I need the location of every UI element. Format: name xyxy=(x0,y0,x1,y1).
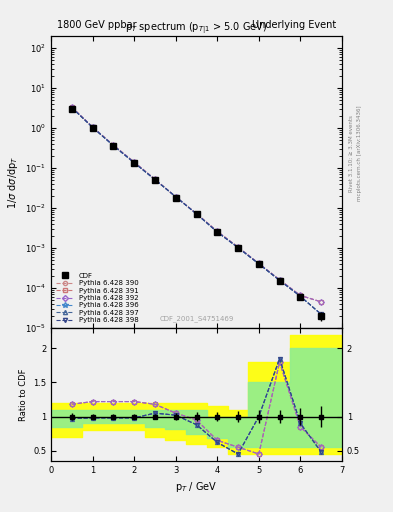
Pythia 6.428 397 xyxy=(277,278,282,284)
Pythia 6.428 391 xyxy=(132,159,136,165)
Pythia 6.428 392 xyxy=(173,194,178,200)
Pythia 6.428 391 xyxy=(70,104,74,110)
Pythia 6.428 390 xyxy=(319,299,323,305)
Pythia 6.428 398 xyxy=(152,177,157,183)
Y-axis label: 1/$\sigma$ d$\sigma$/dp$_T$: 1/$\sigma$ d$\sigma$/dp$_T$ xyxy=(6,155,20,209)
Pythia 6.428 390 xyxy=(236,244,241,250)
Pythia 6.428 396 xyxy=(111,143,116,149)
Pythia 6.428 391 xyxy=(90,124,95,130)
Pythia 6.428 397 xyxy=(236,245,241,251)
Pythia 6.428 397 xyxy=(70,104,74,111)
Pythia 6.428 390 xyxy=(277,277,282,283)
Pythia 6.428 397 xyxy=(111,143,116,149)
Pythia 6.428 392 xyxy=(319,299,323,305)
Pythia 6.428 396 xyxy=(132,160,136,166)
Pythia 6.428 398 xyxy=(215,229,220,235)
Pythia 6.428 397 xyxy=(215,229,220,235)
Line: Pythia 6.428 398: Pythia 6.428 398 xyxy=(70,105,323,316)
Pythia 6.428 398 xyxy=(173,194,178,200)
Pythia 6.428 390 xyxy=(111,142,116,148)
Legend: CDF, Pythia 6.428 390, Pythia 6.428 391, Pythia 6.428 392, Pythia 6.428 396, Pyt: CDF, Pythia 6.428 390, Pythia 6.428 391,… xyxy=(53,270,141,326)
Pythia 6.428 397 xyxy=(257,261,261,267)
Title: p$_T$ spectrum (p$_{T|1}$ > 5.0 GeV): p$_T$ spectrum (p$_{T|1}$ > 5.0 GeV) xyxy=(125,20,268,36)
Pythia 6.428 396 xyxy=(257,261,261,267)
Pythia 6.428 396 xyxy=(90,124,95,131)
Pythia 6.428 390 xyxy=(298,292,303,298)
Pythia 6.428 390 xyxy=(173,194,178,200)
Pythia 6.428 390 xyxy=(90,124,95,130)
Line: Pythia 6.428 397: Pythia 6.428 397 xyxy=(70,105,323,316)
Pythia 6.428 390 xyxy=(152,176,157,182)
Pythia 6.428 396 xyxy=(319,311,323,317)
Pythia 6.428 397 xyxy=(152,177,157,183)
Line: Pythia 6.428 396: Pythia 6.428 396 xyxy=(70,105,323,316)
Line: Pythia 6.428 392: Pythia 6.428 392 xyxy=(70,105,323,304)
Pythia 6.428 391 xyxy=(194,210,199,217)
Pythia 6.428 392 xyxy=(132,159,136,165)
Pythia 6.428 398 xyxy=(277,278,282,284)
Pythia 6.428 396 xyxy=(298,293,303,300)
Pythia 6.428 398 xyxy=(70,104,74,111)
Y-axis label: Ratio to CDF: Ratio to CDF xyxy=(18,368,28,421)
Pythia 6.428 398 xyxy=(257,261,261,267)
Pythia 6.428 398 xyxy=(319,311,323,317)
Pythia 6.428 397 xyxy=(319,311,323,317)
Line: Pythia 6.428 391: Pythia 6.428 391 xyxy=(70,105,323,304)
Pythia 6.428 390 xyxy=(194,210,199,217)
Text: Underlying Event: Underlying Event xyxy=(252,20,336,30)
Pythia 6.428 392 xyxy=(152,176,157,182)
Pythia 6.428 397 xyxy=(90,124,95,131)
Pythia 6.428 392 xyxy=(277,277,282,283)
Pythia 6.428 398 xyxy=(298,293,303,300)
Pythia 6.428 392 xyxy=(257,261,261,267)
Pythia 6.428 392 xyxy=(236,244,241,250)
Pythia 6.428 392 xyxy=(194,210,199,217)
Pythia 6.428 390 xyxy=(257,261,261,267)
Pythia 6.428 397 xyxy=(173,194,178,200)
Pythia 6.428 391 xyxy=(319,299,323,305)
Pythia 6.428 391 xyxy=(173,194,178,200)
Pythia 6.428 396 xyxy=(173,194,178,200)
Text: 1800 GeV ppbar: 1800 GeV ppbar xyxy=(57,20,136,30)
Pythia 6.428 391 xyxy=(215,228,220,234)
Pythia 6.428 398 xyxy=(236,245,241,251)
Pythia 6.428 396 xyxy=(70,104,74,111)
Pythia 6.428 392 xyxy=(111,142,116,148)
Pythia 6.428 390 xyxy=(70,104,74,110)
Pythia 6.428 391 xyxy=(111,142,116,148)
Pythia 6.428 392 xyxy=(90,124,95,130)
Pythia 6.428 396 xyxy=(194,211,199,217)
Pythia 6.428 391 xyxy=(277,277,282,283)
Line: Pythia 6.428 390: Pythia 6.428 390 xyxy=(70,105,323,304)
X-axis label: p$_T$ / GeV: p$_T$ / GeV xyxy=(175,480,218,494)
Pythia 6.428 396 xyxy=(152,177,157,183)
Pythia 6.428 392 xyxy=(70,104,74,110)
Pythia 6.428 398 xyxy=(194,211,199,217)
Pythia 6.428 392 xyxy=(215,228,220,234)
Pythia 6.428 396 xyxy=(215,229,220,235)
Pythia 6.428 396 xyxy=(277,278,282,284)
Pythia 6.428 391 xyxy=(257,261,261,267)
Pythia 6.428 397 xyxy=(298,293,303,300)
Text: Rivet 3.1.10; ≥ 3.3M events: Rivet 3.1.10; ≥ 3.3M events xyxy=(349,115,354,192)
Pythia 6.428 398 xyxy=(111,143,116,149)
Pythia 6.428 392 xyxy=(298,292,303,298)
Pythia 6.428 396 xyxy=(236,245,241,251)
Text: mcplots.cern.ch [arXiv:1306.3436]: mcplots.cern.ch [arXiv:1306.3436] xyxy=(357,106,362,201)
Text: CDF_2001_S4751469: CDF_2001_S4751469 xyxy=(159,315,234,322)
Pythia 6.428 398 xyxy=(132,160,136,166)
Pythia 6.428 390 xyxy=(132,159,136,165)
Pythia 6.428 391 xyxy=(236,244,241,250)
Pythia 6.428 390 xyxy=(215,228,220,234)
Pythia 6.428 391 xyxy=(152,176,157,182)
Pythia 6.428 397 xyxy=(132,160,136,166)
Pythia 6.428 398 xyxy=(90,124,95,131)
Pythia 6.428 391 xyxy=(298,292,303,298)
Pythia 6.428 397 xyxy=(194,211,199,217)
